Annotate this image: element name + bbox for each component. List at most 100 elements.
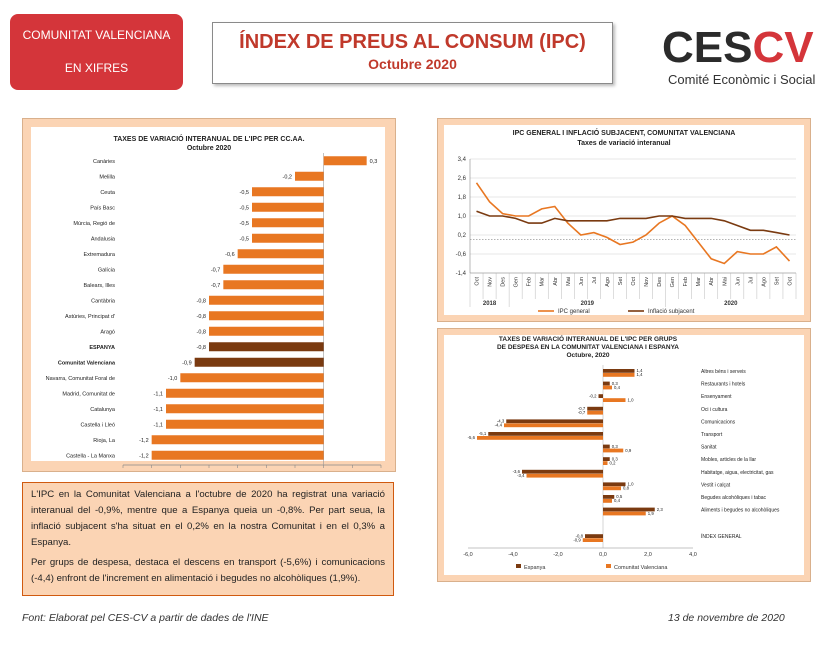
category-label: Catalunya	[90, 407, 116, 413]
data-label: -0,7	[211, 267, 220, 273]
legend-label: IPC general	[558, 309, 590, 315]
bar	[526, 473, 603, 478]
data-label: -1,2	[139, 453, 148, 459]
x-tick-label: Des	[501, 277, 507, 287]
bar	[223, 264, 324, 274]
y-tick-label: 3,4	[458, 157, 467, 163]
category-label: País Basc	[90, 205, 115, 211]
data-label: 0,4	[614, 498, 621, 503]
bar	[603, 511, 646, 516]
chart-subtitle: Taxes de variació interanual	[577, 140, 670, 147]
data-label: 0,3	[612, 444, 619, 449]
category-label: ESPANYA	[89, 345, 115, 351]
category-label: Aragó	[100, 329, 115, 335]
category-label: Ceuta	[100, 190, 116, 196]
bar	[603, 385, 612, 390]
data-label: 0,8	[623, 486, 630, 491]
summary-paragraph-1: L'IPC en la Comunitat Valenciana a l'oct…	[31, 489, 385, 548]
x-tick-label: Des	[657, 277, 663, 287]
x-tick-label: Feb	[683, 277, 689, 286]
category-label: Cantàbria	[91, 298, 116, 304]
category-label: Aliments i begudes no alcohòliques	[701, 508, 780, 514]
chart-subtitle: Octubre, 2020	[567, 352, 610, 359]
bar	[237, 249, 324, 259]
data-label: -0,5	[240, 236, 249, 242]
chart-title: IPC GENERAL I INFLACIÓ SUBJACENT, COMUNI…	[513, 128, 736, 137]
bar	[603, 448, 624, 453]
x-tick-label: Oct	[475, 277, 481, 286]
category-label: Andalusia	[91, 236, 116, 242]
category-label: Begudes alcohòliques i tabac	[701, 495, 767, 501]
data-label: -0,7	[578, 410, 586, 415]
bar	[180, 373, 324, 383]
x-tick-label: Nov	[488, 277, 494, 287]
bar	[603, 495, 615, 499]
category-label: Habitatge, aigua, electricitat, gas	[701, 470, 774, 476]
region-badge: COMUNITAT VALENCIANA EN XIFRES	[10, 14, 183, 90]
data-label: -1,1	[154, 422, 163, 428]
data-label: -5,1	[479, 431, 487, 436]
bar	[194, 357, 324, 367]
bar	[522, 469, 603, 474]
data-label: -0,9	[182, 360, 191, 366]
bar	[603, 486, 621, 491]
data-label: 0,3	[612, 381, 619, 386]
chart-title-line-2: DE DESPESA EN LA COMUNITAT VALENCIANA I …	[497, 344, 679, 351]
y-tick-label: -0,6	[456, 252, 467, 258]
logo-mark-text: CESCV	[662, 23, 814, 72]
data-label: 1,9	[648, 511, 655, 516]
chart-title-line-1: TAXES DE VARIACIÓ INTERANUAL DE L'IPC PE…	[499, 334, 678, 343]
y-tick-label: 0,2	[458, 233, 467, 239]
x-tick-label: Oct	[631, 277, 637, 286]
category-label: Oci i cultura	[701, 407, 728, 413]
category-label: Madrid, Comunitat de	[62, 391, 115, 397]
data-label: -1,2	[139, 438, 148, 444]
bar	[603, 507, 655, 512]
data-label: -1,0	[168, 376, 177, 382]
x-tick-label: Jul	[748, 277, 754, 284]
data-label: 2,3	[657, 507, 664, 512]
bar	[603, 444, 610, 449]
badge-line-1: COMUNITAT VALENCIANA	[22, 28, 171, 42]
category-label: Canàries	[93, 159, 115, 165]
data-label: 1,4	[637, 372, 644, 377]
category-label: Melilla	[99, 174, 116, 180]
x-tick-label: 0,0	[599, 552, 607, 558]
legend-swatch	[606, 564, 611, 568]
summary-box: L'IPC en la Comunitat Valenciana a l'oct…	[22, 482, 394, 596]
bar	[488, 432, 603, 436]
bar	[603, 381, 610, 386]
data-label: 1,0	[628, 482, 635, 487]
category-label: ÍNDEX GENERAL	[701, 533, 742, 540]
x-tick-label: Mai	[722, 277, 728, 286]
x-tick-label: Nov	[644, 277, 650, 287]
data-label: -0,8	[197, 329, 206, 335]
y-tick-label: -1,4	[456, 271, 467, 277]
data-label: -0,7	[211, 283, 220, 289]
year-label: 2018	[483, 301, 497, 307]
bar	[252, 218, 324, 228]
category-label: Transport	[701, 432, 723, 438]
chart-title: TAXES DE VARIACIÓ INTERANUAL DE L'IPC PE…	[113, 134, 304, 143]
data-label: -3,4	[517, 473, 525, 478]
category-label: Navarra, Comunitat Foral de	[46, 376, 115, 382]
data-label: -0,8	[576, 533, 584, 538]
x-tick-label: Jul	[592, 277, 598, 284]
bar	[252, 187, 324, 197]
data-label: -1,1	[154, 407, 163, 413]
data-label: 0,4	[614, 385, 621, 390]
data-label: 0,3	[370, 159, 378, 165]
ccaa-chart: TAXES DE VARIACIÓ INTERANUAL DE L'IPC PE…	[46, 134, 382, 468]
legend-swatch	[516, 564, 521, 568]
data-label: 0,5	[616, 494, 623, 499]
data-label: -0,8	[197, 298, 206, 304]
data-label: 0,3	[612, 456, 619, 461]
x-tick-label: Gen	[514, 277, 520, 287]
category-label: Ensenyament	[701, 394, 732, 400]
bar	[603, 398, 626, 402]
x-tick-label: Jun	[735, 277, 741, 286]
category-label: Castella i Lleó	[80, 422, 115, 428]
data-label: -0,5	[240, 205, 249, 211]
bar	[598, 394, 603, 398]
data-label: 1,4	[637, 368, 644, 373]
